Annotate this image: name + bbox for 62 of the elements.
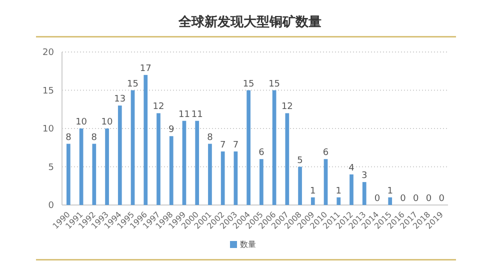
y-tick-label: 15 xyxy=(42,86,54,96)
data-label: 11 xyxy=(191,110,203,120)
y-tick-label: 10 xyxy=(42,124,54,135)
bar xyxy=(324,159,328,205)
y-tick-label: 0 xyxy=(48,201,54,212)
data-label: 10 xyxy=(101,118,114,128)
bar xyxy=(195,120,200,205)
legend-label: 数量 xyxy=(240,240,256,249)
data-label: 13 xyxy=(114,94,126,105)
data-label: 6 xyxy=(322,148,329,158)
data-label: 0 xyxy=(438,194,445,204)
data-label: 15 xyxy=(268,79,280,90)
data-label: 0 xyxy=(400,194,406,204)
chart-title: 全球新发现大型铜矿数量 xyxy=(178,14,322,30)
data-label: 1 xyxy=(336,186,342,196)
y-tick-label: 5 xyxy=(48,162,54,173)
data-label: 1 xyxy=(387,186,393,196)
data-label: 8 xyxy=(66,132,72,143)
bar xyxy=(182,120,186,205)
y-tick-label: 20 xyxy=(42,48,54,58)
bar xyxy=(362,182,366,205)
bar xyxy=(246,90,250,205)
data-label: 8 xyxy=(91,132,98,143)
data-label: 0 xyxy=(412,194,419,204)
data-label: 9 xyxy=(168,125,174,136)
data-label: 17 xyxy=(140,64,152,74)
data-label: 8 xyxy=(207,132,214,143)
data-label: 15 xyxy=(127,79,138,90)
bar xyxy=(285,113,290,205)
data-label: 6 xyxy=(258,148,265,158)
data-label: 7 xyxy=(220,140,226,150)
bar xyxy=(130,90,135,205)
bar xyxy=(92,144,96,205)
data-label: 12 xyxy=(281,102,293,112)
bar xyxy=(220,151,225,205)
data-label: 11 xyxy=(178,110,190,120)
data-label: 0 xyxy=(426,194,432,204)
bar xyxy=(66,144,70,205)
bar xyxy=(156,113,160,205)
bar xyxy=(208,144,212,205)
bar xyxy=(118,106,122,205)
data-label: 15 xyxy=(242,79,254,90)
bar xyxy=(336,197,341,205)
bar xyxy=(169,136,174,205)
data-label: 4 xyxy=(348,163,355,174)
data-label: 3 xyxy=(362,171,368,182)
data-label: 7 xyxy=(232,140,239,150)
bar xyxy=(388,197,392,205)
bar xyxy=(272,90,276,205)
data-label: 1 xyxy=(310,186,316,196)
data-label: 0 xyxy=(374,194,380,204)
bar xyxy=(105,128,109,205)
data-label: 5 xyxy=(297,156,303,166)
bar xyxy=(144,74,148,205)
data-label: 10 xyxy=(76,118,88,128)
bar xyxy=(310,197,315,205)
bar xyxy=(260,159,264,205)
bar xyxy=(298,166,302,205)
bar xyxy=(350,174,354,205)
bar xyxy=(234,151,238,205)
bar xyxy=(79,128,84,205)
data-label: 12 xyxy=(152,102,164,112)
